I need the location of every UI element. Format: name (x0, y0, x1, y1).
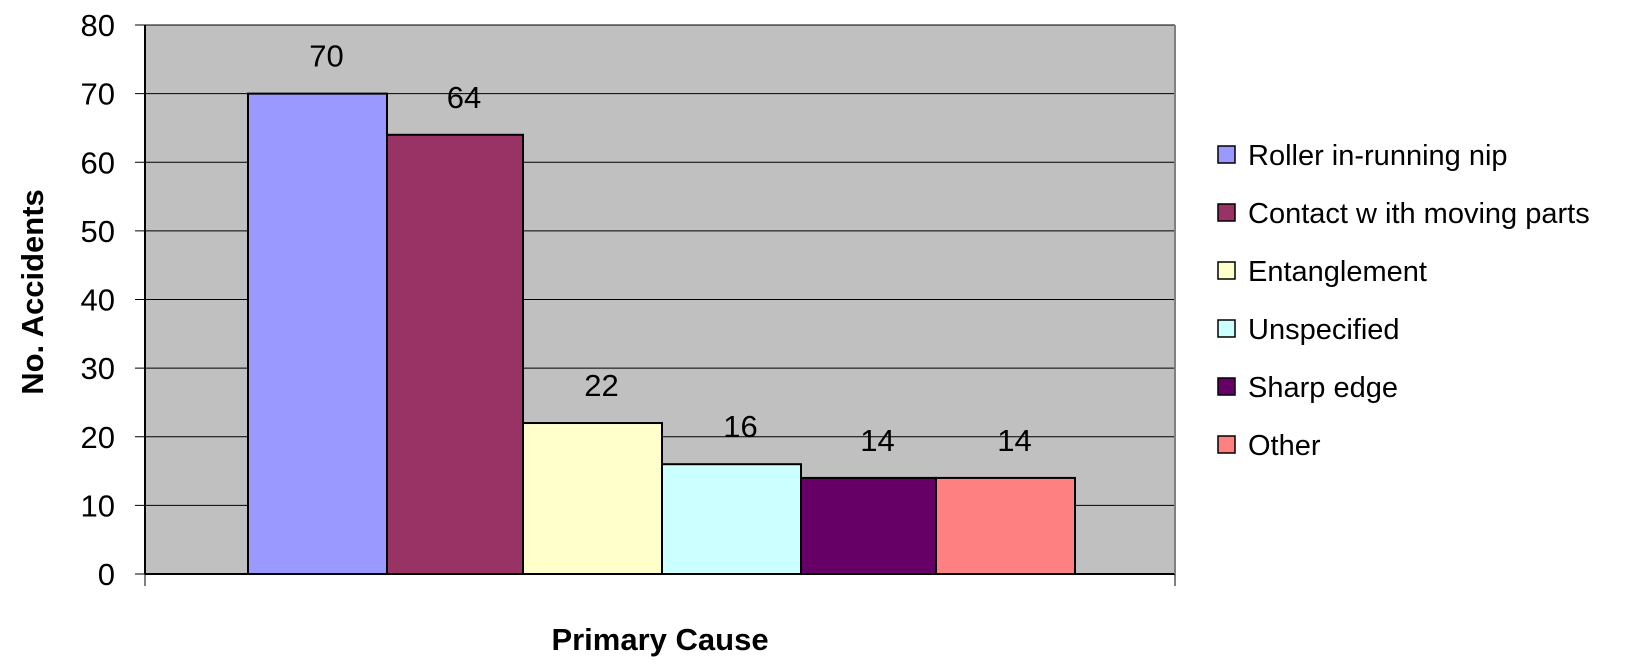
legend-swatch (1217, 319, 1236, 338)
legend-swatch (1217, 203, 1236, 222)
y-tick-label: 10 (81, 488, 115, 523)
y-tick-label: 70 (81, 77, 115, 112)
data-labels: 70 64 22 16 14 14 (309, 39, 1031, 458)
y-tick-label: 0 (98, 557, 115, 592)
bar-3 (522, 422, 663, 575)
legend-label: Other (1248, 430, 1321, 462)
y-tick-labels: 0 10 20 30 40 50 60 70 80 (81, 8, 115, 592)
bar-2 (386, 133, 524, 576)
y-axis-title: No. Accidents (15, 189, 50, 395)
legend-swatch (1217, 145, 1236, 164)
data-label: 16 (723, 409, 757, 444)
bars (247, 92, 1076, 576)
legend: Roller in-running nip Contact w ith movin… (1217, 140, 1590, 462)
legend-label: Roller in-running nip (1248, 140, 1508, 172)
bar-4 (661, 463, 802, 576)
legend-swatch (1217, 261, 1236, 280)
bar-6 (935, 476, 1076, 575)
data-label: 64 (447, 80, 481, 115)
y-tick-label: 20 (81, 420, 115, 455)
legend-swatch (1217, 435, 1236, 454)
x-axis-title: Primary Cause (551, 622, 768, 657)
data-label: 14 (997, 423, 1031, 458)
legend-label: Sharp edge (1248, 372, 1398, 404)
legend-label: Contact w ith moving parts (1248, 198, 1590, 230)
bar-5 (800, 476, 937, 575)
legend-label: Unspecified (1248, 314, 1400, 346)
data-label: 14 (860, 423, 894, 458)
data-label: 22 (584, 368, 618, 403)
data-label: 70 (309, 39, 343, 74)
y-tick-label: 40 (81, 283, 115, 318)
legend-label: Entanglement (1248, 256, 1427, 288)
y-tick-label: 50 (81, 214, 115, 249)
axes (144, 25, 1176, 586)
y-tick-label: 60 (81, 145, 115, 180)
y-tick-label: 30 (81, 351, 115, 386)
y-tick-label: 80 (81, 8, 115, 43)
legend-swatch (1217, 377, 1236, 396)
bar-1 (247, 92, 388, 575)
